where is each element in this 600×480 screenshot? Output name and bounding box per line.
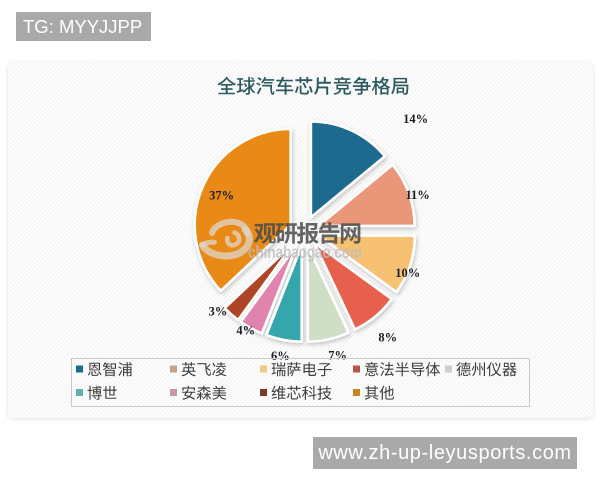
svg-text:14%: 14% xyxy=(403,112,428,126)
svg-text:4%: 4% xyxy=(236,324,255,338)
svg-text:7%: 7% xyxy=(328,349,347,363)
svg-text:37%: 37% xyxy=(209,189,234,203)
svg-text:11%: 11% xyxy=(405,188,429,202)
svg-text:3%: 3% xyxy=(209,305,228,319)
svg-text:chinabaogao.com: chinabaogao.com xyxy=(248,242,362,262)
svg-text:8%: 8% xyxy=(378,331,397,345)
svg-text:6%: 6% xyxy=(271,349,290,363)
svg-text:10%: 10% xyxy=(395,266,420,280)
